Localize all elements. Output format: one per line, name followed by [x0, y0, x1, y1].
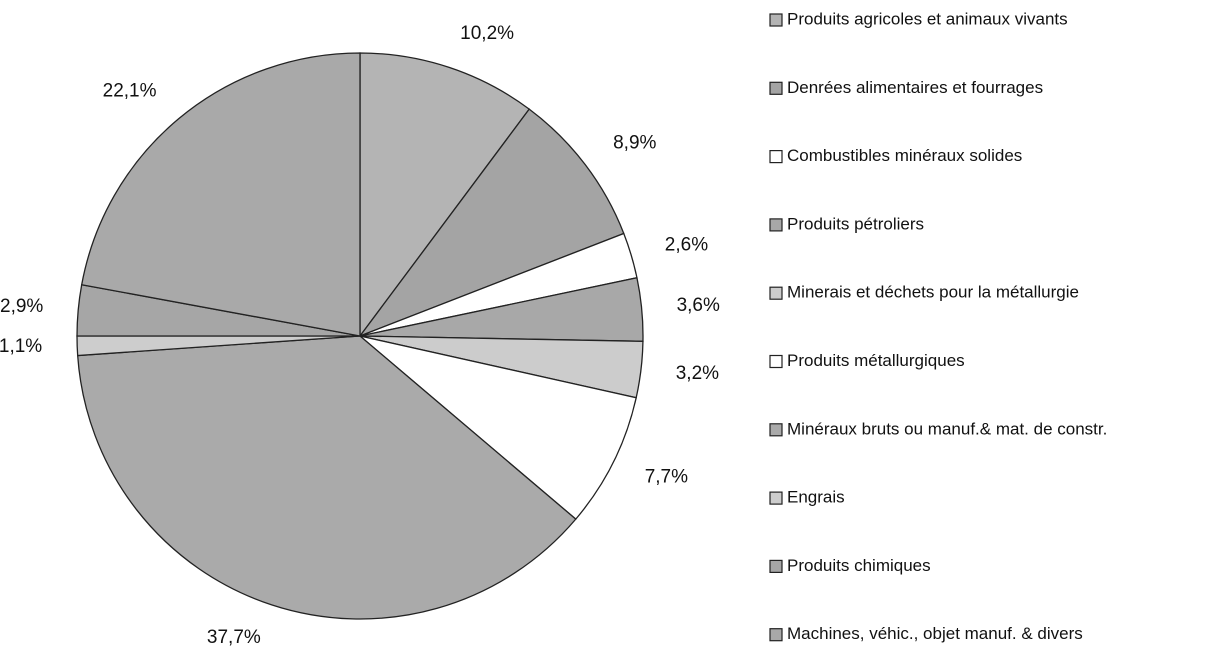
slice-label: 7,7%: [645, 467, 688, 488]
legend-label: Produits métallurgiques: [787, 351, 965, 370]
slice-label: 3,6%: [677, 295, 720, 316]
slice-label: 2,9%: [0, 296, 43, 317]
pie-slice: [76, 335, 577, 620]
pie-slice: [359, 52, 531, 338]
pie-slice: [80, 52, 361, 337]
legend-label: Minerais et déchets pour la métallurgie: [787, 283, 1079, 302]
legend-label: Produits chimiques: [787, 556, 931, 575]
slice-label: 1,1%: [0, 336, 42, 357]
legend-label: Combustibles minéraux solides: [787, 146, 1022, 165]
legend-label: Minéraux bruts ou manuf.& mat. de constr…: [787, 419, 1107, 438]
slice-label: 3,2%: [676, 363, 719, 384]
legend-label: Engrais: [787, 488, 845, 507]
legend-swatch: [769, 218, 783, 232]
slice-label: 10,2%: [460, 23, 514, 44]
legend-label: Machines, véhic., objet manuf. & divers: [787, 624, 1083, 643]
slice-label: 37,7%: [207, 627, 261, 648]
legend-label: Denrées alimentaires et fourrages: [787, 78, 1043, 97]
legend-swatch: [769, 354, 783, 369]
legend-swatch: [769, 491, 783, 505]
pie-slice: [359, 335, 637, 521]
slice-label: 22,1%: [103, 81, 157, 102]
legend-swatch: [769, 628, 783, 642]
slice-label: 8,9%: [613, 132, 656, 153]
legend-swatch: [769, 81, 783, 95]
legend-swatch: [769, 423, 783, 437]
legend-label: Produits pétroliers: [787, 214, 924, 233]
slice-label: 2,6%: [665, 234, 708, 255]
legend-swatch: [769, 559, 783, 574]
legend-swatch: [769, 13, 783, 27]
legend-label: Produits agricoles et animaux vivants: [787, 9, 1068, 28]
pie-slice: [358, 108, 625, 338]
legend-swatch: [769, 286, 783, 300]
legend-swatch: [769, 150, 783, 164]
